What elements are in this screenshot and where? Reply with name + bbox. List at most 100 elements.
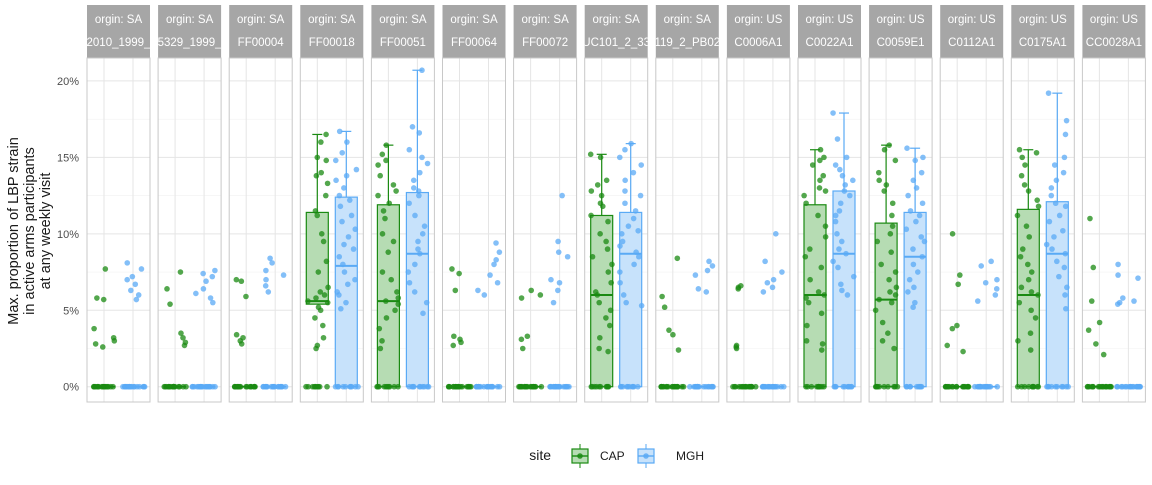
data-point	[889, 200, 896, 207]
data-point	[887, 231, 894, 237]
facet-panel: orgin: SA FF00064	[442, 5, 506, 403]
data-point	[1027, 330, 1034, 337]
data-point	[344, 139, 350, 145]
data-point	[379, 269, 386, 275]
data-point	[804, 383, 811, 390]
data-point	[336, 292, 342, 298]
data-point	[919, 200, 926, 207]
data-point	[1016, 299, 1023, 306]
data-point	[589, 253, 596, 260]
strip-origin-label: orgin: US	[877, 14, 925, 26]
data-point	[353, 166, 360, 173]
series-mgh	[687, 258, 716, 390]
data-point	[251, 383, 258, 390]
data-point	[376, 325, 383, 332]
data-point	[333, 177, 339, 184]
series-mgh	[473, 240, 503, 390]
y-tick-label: 15%	[57, 152, 79, 164]
data-point	[944, 383, 951, 390]
legend-label: MGH	[676, 449, 704, 463]
legend-item-mgh: MGH	[637, 444, 704, 468]
data-point	[628, 140, 634, 147]
y-tick-label: 0%	[63, 382, 79, 394]
data-point	[491, 261, 497, 268]
strip-labels: orgin: SA 5329_1999_	[158, 14, 221, 49]
data-point	[347, 383, 354, 390]
facet-panel: orgin: US C0112A1	[939, 5, 1004, 403]
strip-origin-label: orgin: US	[948, 14, 996, 26]
data-point	[395, 383, 401, 390]
series-mgh	[903, 145, 928, 390]
data-point	[659, 293, 665, 300]
data-point	[706, 258, 712, 265]
data-point	[773, 231, 779, 237]
strip-origin-label: orgin: SA	[166, 14, 214, 26]
data-point	[421, 223, 428, 229]
series-cap	[730, 283, 759, 390]
data-point	[738, 383, 744, 390]
data-point	[919, 253, 926, 260]
data-point	[532, 383, 539, 390]
data-point	[377, 172, 383, 179]
data-point	[910, 261, 917, 268]
data-point	[631, 261, 637, 268]
data-point	[451, 333, 457, 340]
strip-strain-label: CC0028A1	[1086, 37, 1142, 49]
data-point	[164, 286, 170, 292]
legend-key-point	[577, 453, 583, 459]
data-point	[817, 177, 823, 184]
series-mgh	[189, 267, 218, 390]
data-point	[907, 383, 914, 390]
data-point	[735, 286, 742, 292]
data-point	[1044, 383, 1050, 390]
strip-strain-label: FF00018	[309, 37, 355, 49]
series-cap	[1014, 146, 1042, 390]
strip-labels: orgin: SA 2010_1999_	[87, 14, 150, 49]
strip-labels: orgin: SA FF00064	[450, 14, 498, 49]
facet-panel: orgin: US C0006A1	[726, 5, 791, 403]
data-point	[517, 383, 523, 390]
data-point	[335, 383, 342, 390]
data-point	[313, 345, 319, 352]
data-point	[1090, 383, 1096, 390]
data-point	[321, 292, 328, 298]
data-point	[99, 344, 106, 350]
data-point	[622, 146, 628, 153]
data-point	[475, 287, 481, 294]
data-point	[1048, 192, 1055, 199]
data-point	[843, 154, 850, 161]
series-cap	[445, 266, 474, 390]
data-point	[815, 212, 821, 219]
facet-panel: orgin: SA 2010_1999_	[86, 5, 151, 403]
data-point	[1115, 261, 1121, 268]
strip-background	[798, 5, 861, 58]
data-point	[550, 383, 557, 390]
data-point	[555, 383, 562, 390]
data-point	[379, 338, 385, 344]
data-point	[275, 383, 282, 390]
data-point	[617, 279, 623, 286]
data-point	[1026, 234, 1033, 240]
data-point	[412, 261, 418, 268]
data-point	[596, 345, 602, 352]
data-point	[1054, 258, 1060, 265]
data-point	[395, 301, 402, 307]
data-point	[1021, 182, 1028, 188]
data-point	[338, 305, 344, 312]
data-point	[140, 383, 147, 390]
data-point	[843, 250, 849, 257]
data-point	[102, 266, 109, 272]
data-point	[842, 182, 848, 188]
data-point	[832, 212, 839, 219]
data-point	[419, 67, 425, 74]
data-point	[673, 383, 680, 390]
data-point	[665, 383, 671, 390]
data-point	[260, 383, 267, 390]
data-point	[1062, 292, 1068, 298]
data-point	[817, 146, 824, 153]
data-point	[336, 253, 343, 260]
data-point	[458, 339, 464, 346]
strip-labels: orgin: US C0022A1	[806, 14, 854, 49]
